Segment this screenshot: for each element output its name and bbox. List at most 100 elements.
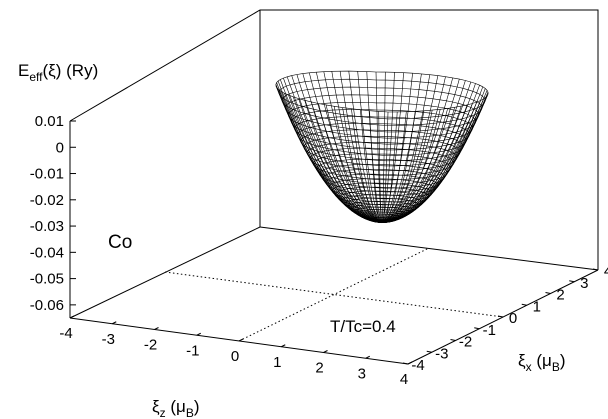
mesh-radial-line bbox=[291, 75, 383, 223]
xi-x-label-close: ) bbox=[560, 351, 566, 370]
mesh-radial-line bbox=[381, 76, 446, 223]
mesh-radial-line bbox=[381, 86, 484, 223]
xi-x-tick-mark bbox=[545, 292, 551, 294]
xi-x-tick-label: -4 bbox=[411, 357, 424, 374]
xi-x-tick-label: -1 bbox=[483, 322, 496, 339]
xi-x-tick-mark bbox=[450, 339, 456, 341]
xi-z-tick-mark bbox=[323, 350, 328, 353]
mesh-radial-line bbox=[276, 82, 383, 223]
z-tick-label: -0.03 bbox=[30, 218, 64, 235]
mesh-radial-line bbox=[381, 90, 488, 223]
temperature-annotation: T/Tc=0.4 bbox=[330, 317, 396, 336]
mesh-radial-line bbox=[275, 84, 383, 223]
xi-z-axis-ticks: -4 -3 -2 -1 0 1 2 3 4 bbox=[59, 315, 413, 388]
mesh-radial-line bbox=[381, 109, 441, 223]
xi-z-label-rest: (μ bbox=[166, 397, 186, 416]
mesh-radial-line bbox=[375, 71, 383, 223]
z-axis-ticks: 0.01 0 -0.01 -0.02 -0.03 -0.04 -0.05 -0.06 bbox=[30, 113, 76, 314]
mesh-radial-line bbox=[348, 71, 383, 223]
mesh-radial-line bbox=[309, 72, 383, 223]
z-tick-label: -0.05 bbox=[30, 271, 64, 288]
mesh-radial-line bbox=[381, 73, 422, 223]
mesh-radial-line bbox=[286, 76, 383, 223]
mesh-radial-line bbox=[381, 72, 395, 223]
mesh-radial-line bbox=[381, 72, 386, 223]
mesh-ring bbox=[303, 135, 461, 167]
z-tick-label: -0.06 bbox=[30, 297, 64, 314]
xi-z-tick-mark bbox=[112, 321, 117, 325]
z-tick-label: -0.02 bbox=[30, 192, 64, 209]
mesh-radial-line bbox=[381, 77, 453, 223]
xi-x-axis-label: ξx (μB) bbox=[518, 351, 566, 374]
mesh-radial-line bbox=[283, 77, 383, 223]
xi-z-label-close: ) bbox=[194, 397, 200, 416]
xi-x-tick-label: 1 bbox=[533, 298, 541, 315]
xi-z-tick-label: 3 bbox=[358, 365, 366, 382]
xi-z-tick-label: 4 bbox=[400, 371, 408, 388]
mesh-radial-line bbox=[381, 88, 486, 223]
back-wall-frame bbox=[69, 9, 599, 270]
xi-x-label-unit-sub: B bbox=[552, 360, 560, 374]
mesh-radial-line bbox=[316, 72, 383, 223]
mesh-radial-line bbox=[381, 74, 431, 223]
zero-line-xi-x bbox=[164, 271, 504, 318]
mesh-radial-line bbox=[302, 73, 383, 223]
xi-z-tick-label: 2 bbox=[315, 360, 323, 377]
mesh-radial-line bbox=[277, 80, 383, 223]
xi-x-tick-label: -2 bbox=[459, 334, 472, 351]
xi-x-tick-label: 3 bbox=[580, 275, 588, 292]
xi-x-tick-mark bbox=[402, 362, 409, 365]
mesh-radial-line bbox=[381, 80, 466, 223]
mesh-radial-line bbox=[381, 83, 476, 223]
mesh-radial-line bbox=[280, 79, 383, 223]
xi-z-tick-label: 0 bbox=[231, 348, 239, 365]
energy-mesh-surface bbox=[275, 70, 489, 224]
xi-z-tick-label: -2 bbox=[144, 337, 157, 354]
z-axis-label-sub: eff bbox=[29, 70, 43, 84]
z-tick-label: -0.01 bbox=[30, 166, 64, 183]
mesh-radial-line bbox=[323, 71, 383, 223]
xi-x-tick-mark bbox=[592, 268, 599, 271]
xi-z-label-sub: z bbox=[160, 406, 166, 419]
mesh-ring bbox=[275, 70, 489, 113]
xi-x-tick-mark bbox=[521, 303, 527, 306]
xi-z-tick-label: -4 bbox=[59, 325, 72, 342]
mesh-radial-line bbox=[381, 75, 439, 223]
xi-x-label-rest: (μ bbox=[532, 351, 552, 370]
xi-x-tick-label: 2 bbox=[556, 287, 564, 304]
xi-x-tick-mark bbox=[426, 350, 432, 353]
xi-z-tick-mark bbox=[196, 332, 201, 336]
mesh-radial-line bbox=[366, 71, 383, 223]
xi-z-label-unit-sub: B bbox=[186, 406, 194, 419]
z-axis-label: Eeff(ξ) (Ry) bbox=[18, 61, 98, 84]
xi-x-tick-label: 4 bbox=[604, 263, 608, 280]
xi-x-tick-mark bbox=[569, 280, 575, 283]
mesh-radial-line bbox=[381, 81, 472, 223]
xi-z-tick-mark bbox=[365, 355, 370, 359]
element-annotation: Co bbox=[108, 232, 132, 253]
mesh-radial-line bbox=[381, 72, 404, 223]
xi-z-tick-mark bbox=[154, 327, 159, 330]
floor-back-right-edge bbox=[259, 226, 599, 271]
xi-x-tick-label: 0 bbox=[509, 310, 517, 327]
z-tick-label: 0 bbox=[56, 139, 64, 156]
z-axis-label-rest: (ξ) (Ry) bbox=[42, 61, 98, 80]
mesh-radial-line bbox=[296, 74, 383, 223]
xi-x-tick-mark bbox=[497, 315, 504, 318]
mesh-radial-line bbox=[357, 71, 383, 223]
z-tick-label: 0.01 bbox=[35, 113, 64, 130]
floor-zero-lines bbox=[164, 247, 504, 342]
mesh-radial-line bbox=[381, 85, 480, 223]
z-axis-label-main: E bbox=[18, 61, 29, 80]
xi-x-label-main: ξ bbox=[518, 351, 526, 370]
xi-z-tick-mark bbox=[69, 315, 75, 319]
mesh-radial-line bbox=[339, 71, 383, 223]
xi-z-tick-mark bbox=[281, 344, 286, 348]
xi-z-tick-mark bbox=[238, 338, 244, 342]
mesh-radial-line bbox=[381, 73, 413, 223]
zero-line-xi-z bbox=[238, 247, 430, 342]
xi-z-tick-label: -3 bbox=[102, 331, 115, 348]
xi-z-axis-label: ξz (μB) bbox=[152, 397, 200, 419]
